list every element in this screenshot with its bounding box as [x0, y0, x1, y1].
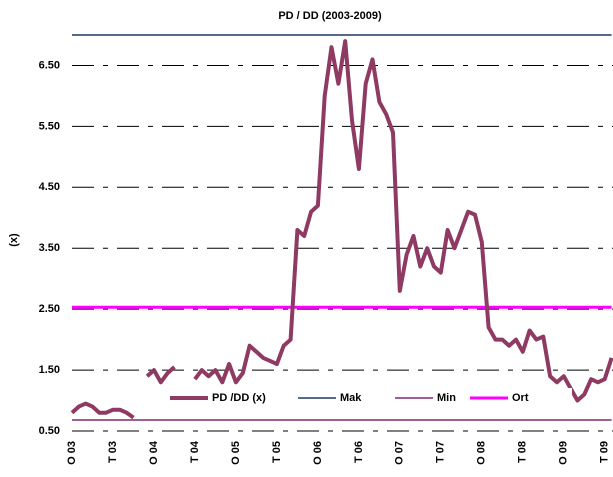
legend-label: Mak	[340, 392, 362, 404]
x-tick-label: O 06	[312, 441, 324, 465]
y-tick-label: 1.50	[39, 364, 60, 376]
x-tick-label: T 06	[353, 441, 365, 463]
y-tick-label: 2.50	[39, 303, 60, 315]
chart-title: PD / DD (2003-2009)	[278, 10, 382, 22]
x-tick-label: O 04	[148, 440, 160, 465]
x-tick-label: T 03	[107, 441, 119, 463]
x-tick-label: T 07	[435, 441, 447, 463]
y-tick-label: 5.50	[39, 120, 60, 132]
data-line	[145, 365, 176, 385]
legend-label: PD /DD (x)	[212, 392, 266, 404]
legend-background	[162, 388, 572, 408]
x-tick-label: O 08	[476, 441, 488, 465]
x-tick-label: T 04	[189, 440, 201, 463]
y-tick-label: 3.50	[39, 242, 60, 254]
y-tick-label: 6.50	[39, 59, 60, 71]
x-tick-label: T 05	[271, 441, 283, 463]
legend-label: Min	[437, 392, 456, 404]
x-tick-label: T 09	[599, 441, 611, 463]
x-tick-label: O 03	[66, 441, 78, 465]
data-line	[193, 39, 613, 403]
x-tick-label: O 05	[230, 441, 242, 465]
x-tick-label: T 08	[517, 441, 529, 463]
legend-label: Ort	[512, 392, 529, 404]
x-tick-label: O 09	[558, 441, 570, 465]
legend: PD /DD (x) Mak Min Ort	[162, 388, 572, 408]
data-line	[70, 401, 135, 420]
y-tick-label: 0.50	[39, 425, 60, 437]
y-axis-label: (x)	[8, 233, 20, 247]
y-tick-label: 4.50	[39, 181, 60, 193]
x-tick-label: O 07	[394, 441, 406, 465]
